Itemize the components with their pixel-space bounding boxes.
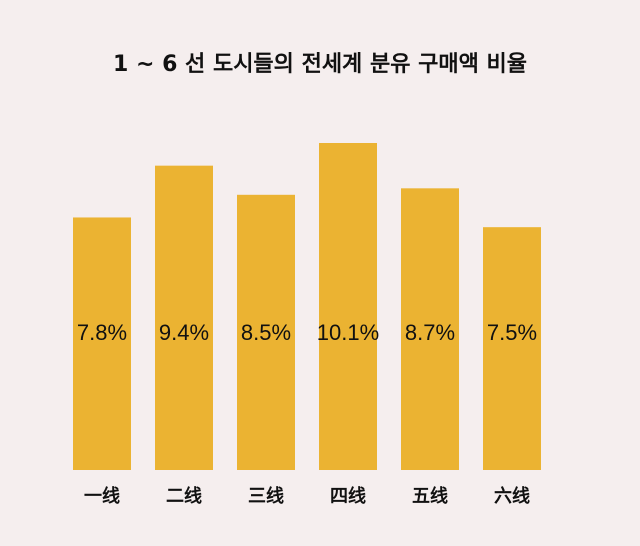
category-label-2: 二线 <box>166 485 202 507</box>
bar-4 <box>319 143 377 470</box>
bar-6 <box>483 227 541 470</box>
category-label-6: 六线 <box>494 485 530 507</box>
bar-value-label-1: 7.8% <box>77 320 127 345</box>
bar-value-label-6: 7.5% <box>487 320 537 345</box>
chart-title: 1 ~ 6 선 도시들의 전세계 분유 구매액 비율 <box>113 52 527 77</box>
category-label-5: 五线 <box>412 485 448 507</box>
bar-3 <box>237 194 295 470</box>
category-label-3: 三线 <box>248 485 284 507</box>
category-label-1: 一线 <box>84 485 120 507</box>
bar-2 <box>155 165 213 470</box>
bar-value-label-2: 9.4% <box>159 320 209 345</box>
bar-5 <box>401 188 459 471</box>
bar-value-label-4: 10.1% <box>317 320 379 345</box>
bar-value-label-5: 8.7% <box>405 320 455 345</box>
bar-value-label-3: 8.5% <box>241 320 291 345</box>
category-label-4: 四线 <box>330 485 366 507</box>
bar-1 <box>73 217 131 470</box>
